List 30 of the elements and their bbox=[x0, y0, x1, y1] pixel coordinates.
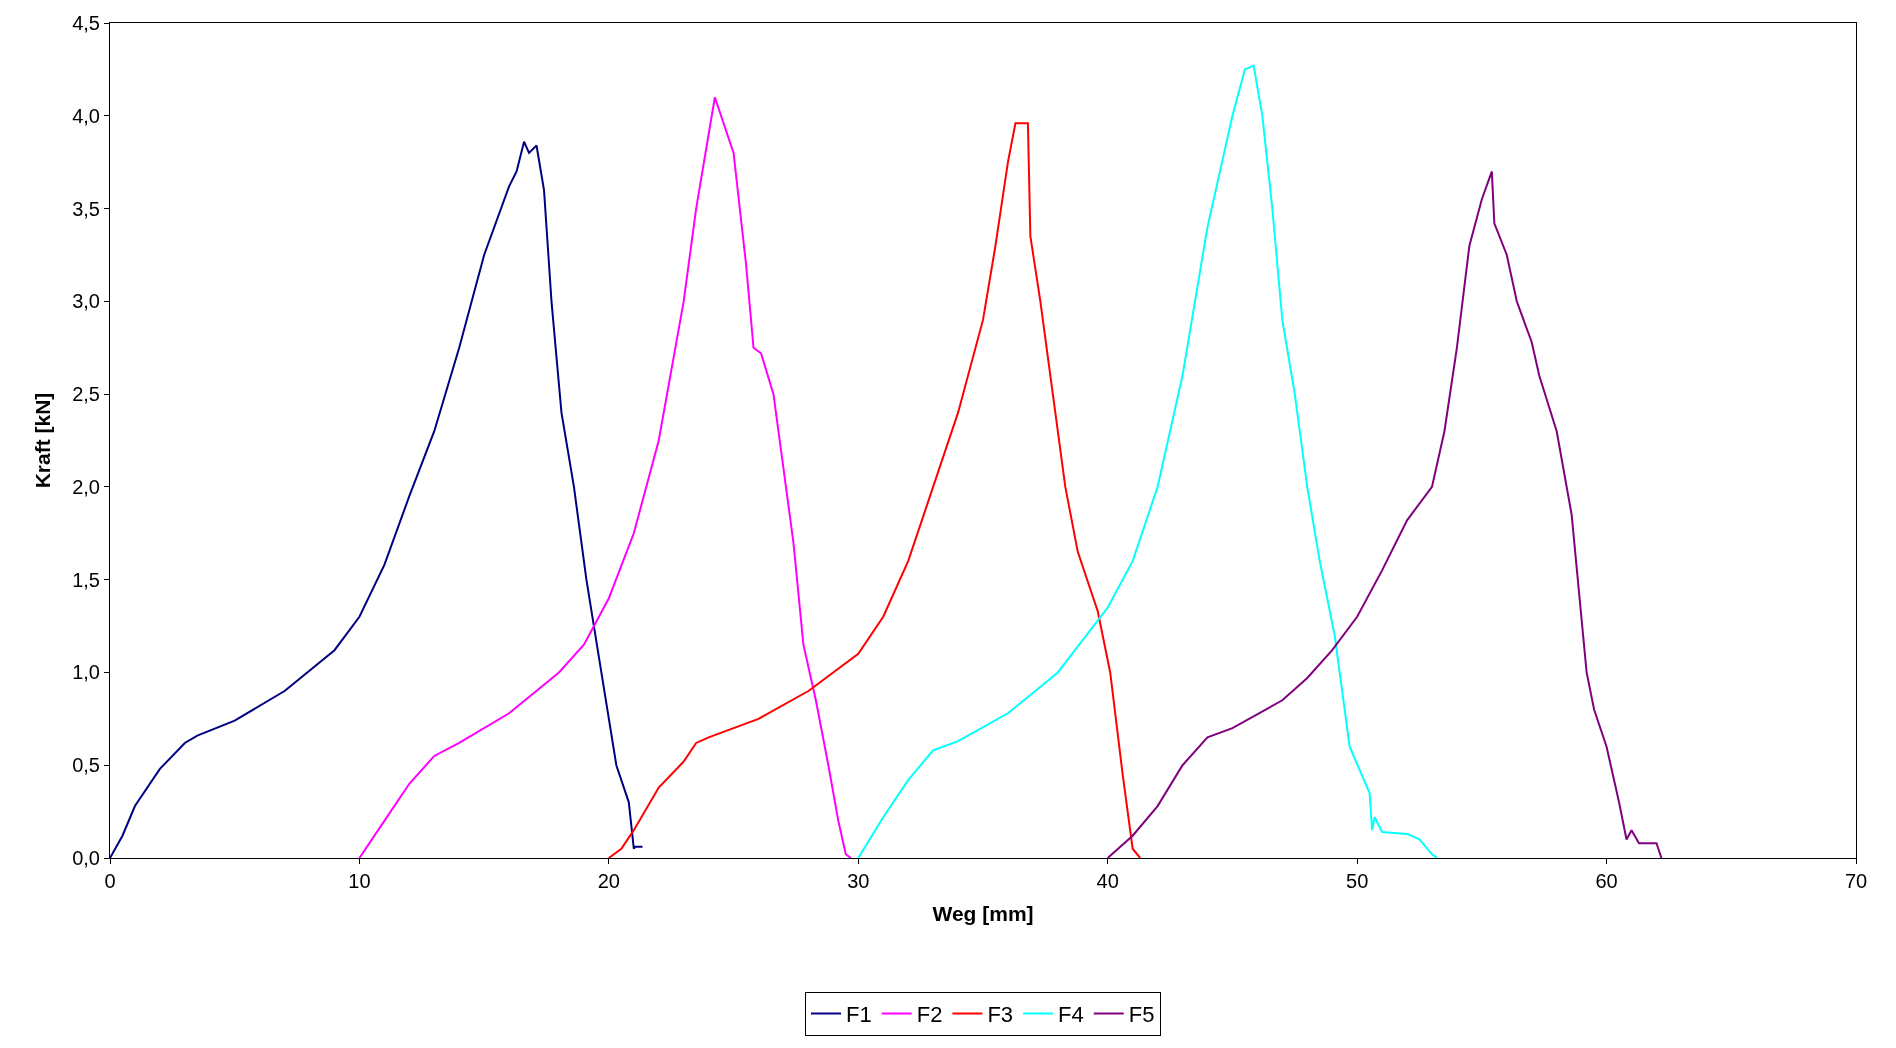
line-series bbox=[358, 96, 852, 858]
x-tick-label: 70 bbox=[1844, 870, 1868, 892]
line-series bbox=[1106, 170, 1663, 858]
line-series bbox=[110, 140, 644, 858]
y-tick-label: 4,5 bbox=[72, 12, 100, 34]
y-tick-label: 3,0 bbox=[72, 290, 100, 313]
legend-label: F4 bbox=[1058, 1001, 1084, 1027]
y-axis-title: Kraft [kN] bbox=[31, 392, 55, 489]
x-tick-label: 10 bbox=[348, 870, 371, 892]
y-tick-label: 0,5 bbox=[72, 754, 100, 777]
x-tick-label: 40 bbox=[1096, 870, 1119, 892]
y-tick-label: 2,0 bbox=[72, 475, 100, 498]
x-axis-title: Weg [mm] bbox=[932, 902, 1034, 926]
legend-label: F5 bbox=[1128, 1001, 1155, 1027]
legend-label: F1 bbox=[846, 1001, 872, 1027]
x-tick-label: 30 bbox=[847, 870, 870, 892]
x-tick-label: 0 bbox=[104, 870, 116, 892]
y-tick-label: 2,5 bbox=[72, 383, 100, 406]
legend-label: F2 bbox=[916, 1001, 943, 1027]
y-tick-label: 1,5 bbox=[72, 568, 100, 591]
x-tick-label: 60 bbox=[1595, 870, 1618, 892]
y-tick-label: 1,0 bbox=[72, 661, 100, 684]
x-tick-label: 20 bbox=[597, 870, 620, 892]
legend-label: F3 bbox=[987, 1001, 1014, 1027]
y-tick-label: 4,0 bbox=[72, 104, 100, 127]
y-tick-label: 3,5 bbox=[72, 197, 100, 220]
y-tick-label: 0,0 bbox=[72, 847, 100, 869]
x-tick-label: 50 bbox=[1346, 870, 1369, 892]
line-series bbox=[607, 122, 1142, 858]
line-series bbox=[857, 64, 1438, 858]
